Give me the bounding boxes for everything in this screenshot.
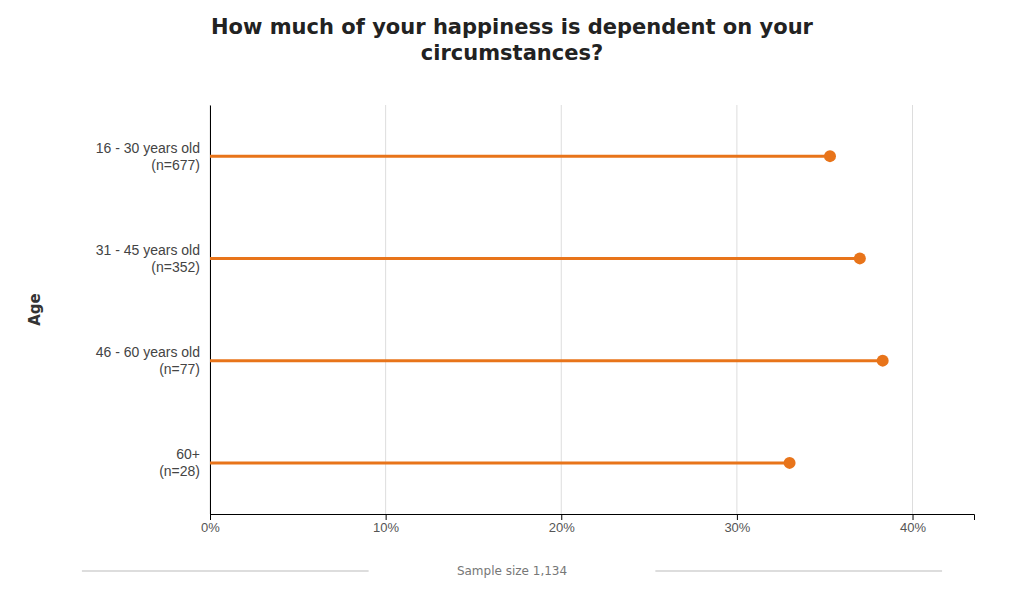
y-tick-label: 16 - 30 years old(n=677) <box>96 140 200 173</box>
y-tick: 46 - 60 years old(n=77) <box>96 344 210 377</box>
lollipop-dot <box>877 355 889 367</box>
x-tick-mark <box>386 514 387 520</box>
grid-line <box>385 105 386 514</box>
lollipop-dot <box>784 457 796 469</box>
x-tick-label: 20% <box>549 520 575 535</box>
chart: How much of your happiness is dependent … <box>0 0 1024 599</box>
y-tick: 60+(n=28) <box>159 446 210 479</box>
y-tick-label: 46 - 60 years old(n=77) <box>96 344 200 377</box>
y-axis-line <box>210 106 211 515</box>
lollipop-stem <box>210 155 830 158</box>
y-tick: 16 - 30 years old(n=677) <box>96 140 210 173</box>
marks <box>210 150 889 469</box>
y-tick-label: 31 - 45 years old(n=352) <box>96 242 200 275</box>
grid-line <box>210 105 211 514</box>
lollipop-stem <box>210 359 883 362</box>
lollipop-stem <box>210 461 790 464</box>
x-tick: 20% <box>549 514 575 535</box>
plot: 0% 10% 20% 30% 40% 16 - 30 years old(n=677) 31… <box>96 105 975 535</box>
decor-line <box>655 571 942 572</box>
title: How much of your happiness is dependent … <box>211 15 814 65</box>
x-tick-label: 0% <box>201 520 220 535</box>
grid <box>210 105 913 514</box>
x-tick-mark <box>210 514 211 520</box>
lollipop-dot <box>824 150 836 162</box>
x-tick: 40% <box>900 514 926 535</box>
grid-line <box>561 105 562 514</box>
x-tick: 10% <box>373 514 399 535</box>
lollipop-stem <box>210 257 860 260</box>
y-axis: 16 - 30 years old(n=677) 31 - 45 years ol… <box>96 106 211 515</box>
y-tick-label: 60+(n=28) <box>159 446 200 479</box>
y-tick: 31 - 45 years old(n=352) <box>96 242 210 275</box>
x-tick-label: 10% <box>373 520 399 535</box>
x-tick-label: 40% <box>900 520 926 535</box>
y-axis-title: Age <box>26 293 44 326</box>
x-tick-mark <box>561 514 562 520</box>
x-axis-line <box>211 515 975 521</box>
decor-line <box>82 571 369 572</box>
x-axis: 0% 10% 20% 30% 40% <box>201 514 974 535</box>
grid-line <box>736 105 737 514</box>
x-tick-label: 30% <box>724 520 750 535</box>
x-tick-mark <box>913 514 914 520</box>
x-tick-mark <box>737 514 738 520</box>
x-tick: 30% <box>724 514 750 535</box>
x-axis-title: Sample size 1,134 <box>457 564 567 578</box>
x-tick: 0% <box>201 514 220 535</box>
grid-line <box>912 105 913 514</box>
lollipop-dot <box>854 252 866 264</box>
